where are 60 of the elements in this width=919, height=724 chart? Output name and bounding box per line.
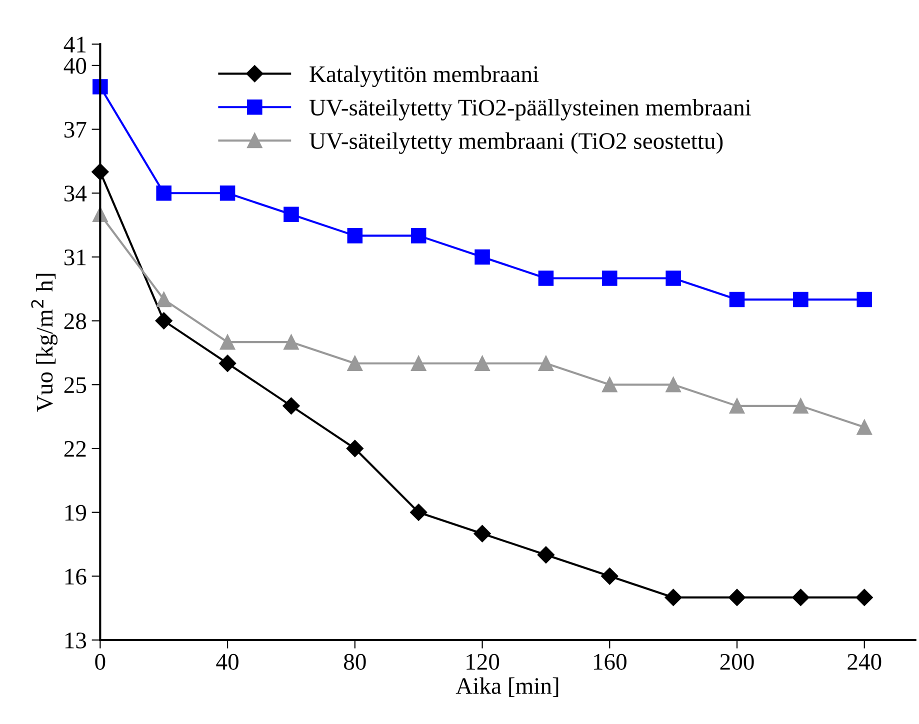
point [666, 377, 681, 392]
x-axis-title: Aika [min] [456, 677, 558, 697]
point [728, 588, 746, 606]
y-axis-title: Vuo [kg/m$^{2}$ h] [31, 274, 58, 412]
point [347, 228, 363, 244]
point [474, 356, 490, 372]
y-tick-label: 13 [65, 632, 86, 648]
point [474, 525, 491, 542]
y-tick-label: 31 [64, 250, 86, 266]
point [664, 588, 682, 606]
point [410, 504, 428, 521]
point [155, 312, 172, 330]
y-tick-label: 19 [65, 504, 86, 521]
y-tick-label: 37 [64, 122, 86, 138]
y-tick-label: 40 [64, 58, 86, 74]
point [856, 420, 872, 435]
point [92, 79, 108, 94]
legend-label: Katalyytitön membraani [310, 66, 539, 88]
y-tick-label: 16 [65, 568, 86, 585]
point [284, 206, 299, 222]
point [410, 228, 426, 244]
point [666, 270, 681, 286]
point [602, 270, 618, 286]
point [792, 588, 810, 606]
point [538, 270, 554, 286]
point [729, 398, 745, 414]
x-tick-label: 80 [344, 654, 366, 670]
point [474, 249, 490, 265]
point [793, 398, 808, 414]
point [601, 568, 618, 585]
point [793, 292, 808, 308]
point [410, 356, 426, 372]
point [156, 292, 172, 308]
legend-label: UV-säteilytetty TiO2-päällysteinen membraani [309, 98, 751, 120]
x-tick-label: 120 [466, 654, 500, 670]
point [282, 397, 300, 414]
y-tick-label: 22 [64, 441, 86, 457]
x-tick-label: 160 [594, 654, 626, 670]
y-tick-label: 41 [64, 36, 86, 52]
point [156, 185, 172, 201]
point [538, 356, 554, 372]
point [220, 334, 236, 350]
point [856, 588, 873, 606]
x-tick-label: 40 [216, 654, 238, 670]
point [347, 356, 363, 372]
x-tick-label: 0 [95, 654, 106, 670]
point [729, 292, 745, 308]
y-tick-label: 28 [64, 313, 86, 330]
point [218, 354, 236, 372]
point [284, 334, 299, 350]
point [856, 292, 872, 308]
point [220, 185, 236, 201]
x-tick-label: 200 [720, 654, 754, 670]
point [346, 440, 364, 458]
x-tick-label: 240 [848, 654, 882, 670]
y-tick-label: 34 [64, 186, 87, 202]
legend-label: UV-säteilytetty membraani (TiO2 seostettu) [309, 132, 723, 154]
point [602, 377, 618, 392]
point [537, 546, 555, 564]
y-tick-label: 25 [64, 377, 86, 394]
